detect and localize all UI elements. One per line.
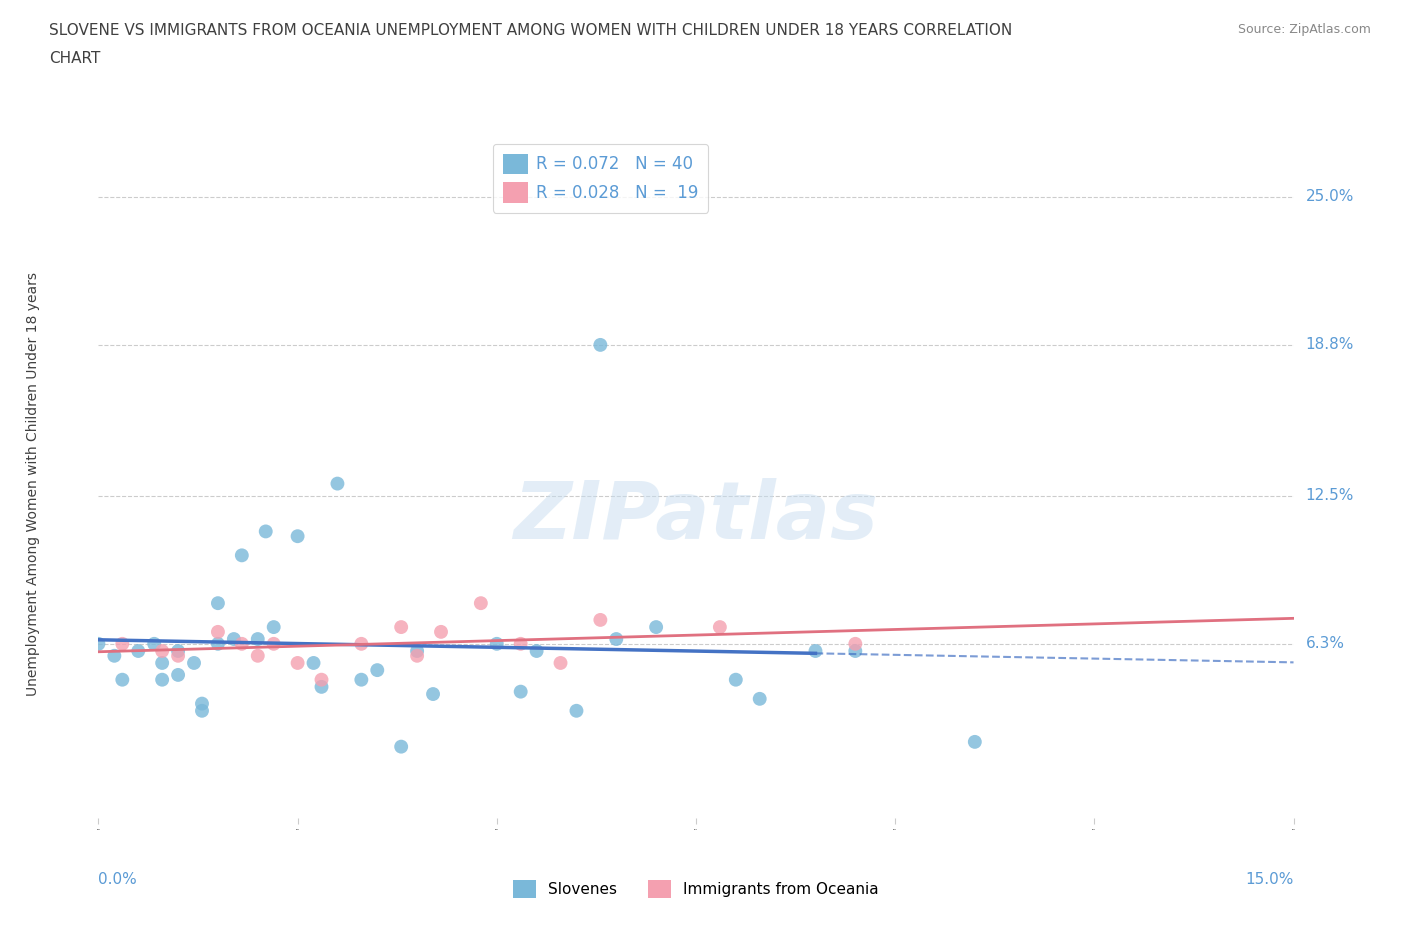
Point — [222, 631, 245, 646]
Point — [127, 644, 149, 658]
Point — [191, 703, 214, 718]
Point — [422, 686, 444, 701]
Point — [207, 624, 229, 639]
Text: 18.8%: 18.8% — [1305, 338, 1354, 352]
Point — [246, 648, 269, 663]
Point — [167, 648, 190, 663]
Point — [350, 636, 373, 651]
Point — [150, 656, 173, 671]
Point — [589, 613, 612, 628]
Point — [366, 663, 388, 678]
Text: 12.5%: 12.5% — [1305, 488, 1354, 503]
Point — [246, 631, 269, 646]
Legend: Slovenes, Immigrants from Oceania: Slovenes, Immigrants from Oceania — [508, 873, 884, 905]
Point — [207, 636, 229, 651]
Point — [963, 735, 986, 750]
Text: Unemployment Among Women with Children Under 18 years: Unemployment Among Women with Children U… — [25, 272, 39, 696]
Point — [406, 644, 429, 658]
Point — [509, 684, 531, 699]
Text: ZIPatlas: ZIPatlas — [513, 478, 879, 556]
Point — [143, 636, 166, 651]
Point — [263, 636, 285, 651]
Text: 15.0%: 15.0% — [1246, 872, 1294, 887]
Point — [231, 636, 253, 651]
Point — [111, 636, 134, 651]
Point — [103, 648, 125, 663]
Point — [389, 739, 412, 754]
Point — [509, 636, 531, 651]
Point — [589, 338, 612, 352]
Point — [254, 524, 277, 538]
Point — [565, 703, 588, 718]
Point — [167, 644, 190, 658]
Point — [748, 691, 770, 706]
Point — [605, 631, 627, 646]
Text: 6.3%: 6.3% — [1305, 636, 1344, 651]
Text: 0.0%: 0.0% — [98, 872, 138, 887]
Point — [311, 680, 333, 695]
Point — [150, 644, 173, 658]
Point — [430, 624, 453, 639]
Point — [167, 668, 190, 683]
Point — [804, 644, 827, 658]
Point — [287, 656, 309, 671]
Point — [87, 636, 110, 651]
Point — [485, 636, 508, 651]
Text: 25.0%: 25.0% — [1305, 189, 1354, 204]
Point — [302, 656, 325, 671]
Point — [231, 548, 253, 563]
Point — [207, 596, 229, 611]
Point — [287, 529, 309, 544]
Point — [150, 672, 173, 687]
Point — [709, 619, 731, 634]
Point — [844, 644, 866, 658]
Point — [191, 697, 214, 711]
Point — [406, 648, 429, 663]
Point — [183, 656, 205, 671]
Point — [111, 672, 134, 687]
Point — [263, 619, 285, 634]
Point — [645, 619, 668, 634]
Point — [470, 596, 492, 611]
Point — [326, 476, 349, 491]
Point — [311, 672, 333, 687]
Point — [526, 644, 548, 658]
Point — [389, 619, 412, 634]
Point — [724, 672, 747, 687]
Point — [844, 636, 866, 651]
Text: CHART: CHART — [49, 51, 101, 66]
Point — [350, 672, 373, 687]
Text: Source: ZipAtlas.com: Source: ZipAtlas.com — [1237, 23, 1371, 36]
Text: SLOVENE VS IMMIGRANTS FROM OCEANIA UNEMPLOYMENT AMONG WOMEN WITH CHILDREN UNDER : SLOVENE VS IMMIGRANTS FROM OCEANIA UNEMP… — [49, 23, 1012, 38]
Point — [550, 656, 572, 671]
